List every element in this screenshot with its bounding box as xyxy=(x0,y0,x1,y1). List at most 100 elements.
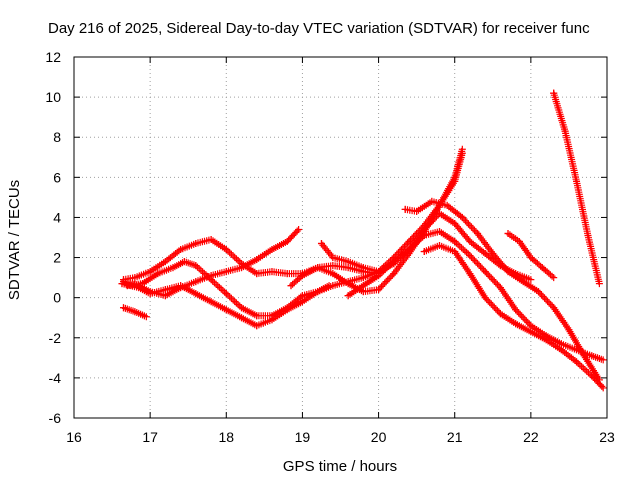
data-point xyxy=(413,207,421,215)
series-track-3 xyxy=(119,225,303,300)
data-point xyxy=(435,242,443,250)
x-axis-label: GPS time / hours xyxy=(283,458,397,475)
data-point xyxy=(177,246,185,254)
data-point xyxy=(207,276,215,284)
data-point xyxy=(123,282,131,290)
data-point xyxy=(588,372,596,380)
data-point xyxy=(534,288,542,296)
data-point xyxy=(599,384,607,392)
data-point xyxy=(420,248,428,256)
data-point xyxy=(435,209,443,217)
data-point xyxy=(131,274,139,282)
data-point xyxy=(314,288,322,296)
data-point xyxy=(344,264,352,272)
data-point xyxy=(268,268,276,276)
data-point xyxy=(192,290,200,298)
data-point xyxy=(420,225,428,233)
data-point xyxy=(131,308,139,316)
data-point xyxy=(344,292,352,300)
data-point xyxy=(329,262,337,270)
data-point xyxy=(359,274,367,282)
data-point xyxy=(154,270,162,278)
data-point xyxy=(253,270,261,278)
y-tick-label: 4 xyxy=(53,209,61,225)
data-point xyxy=(390,258,398,266)
data-point xyxy=(538,264,546,272)
data-point xyxy=(584,231,592,239)
y-tick-label: -2 xyxy=(49,330,62,346)
data-point xyxy=(283,304,291,312)
data-point xyxy=(359,282,367,290)
data-point xyxy=(588,352,596,360)
plot-frame xyxy=(73,56,608,419)
data-point xyxy=(222,268,230,276)
data-point xyxy=(443,201,451,209)
data-point xyxy=(390,270,398,278)
x-tick-label: 21 xyxy=(447,429,463,445)
x-tick-label: 23 xyxy=(599,429,615,445)
marker-trail xyxy=(420,242,606,390)
data-point xyxy=(180,258,188,266)
data-point xyxy=(550,89,558,97)
data-point xyxy=(298,298,306,306)
data-point xyxy=(207,236,215,244)
data-point xyxy=(527,328,535,336)
data-point xyxy=(466,270,474,278)
data-point xyxy=(169,264,177,272)
data-point xyxy=(561,127,569,135)
data-point xyxy=(474,229,482,237)
data-point xyxy=(253,256,261,264)
data-point xyxy=(401,205,409,213)
data-point xyxy=(512,306,520,314)
data-point xyxy=(405,246,413,254)
data-point xyxy=(451,238,459,246)
series-track-5 xyxy=(119,304,150,321)
data-point xyxy=(481,250,489,258)
data-point xyxy=(298,292,306,300)
data-point xyxy=(329,254,337,262)
marker-trail xyxy=(120,227,301,300)
data-point xyxy=(329,282,337,290)
data-point xyxy=(375,286,383,294)
data-point xyxy=(161,286,169,294)
series-track-11 xyxy=(504,229,558,282)
data-point xyxy=(435,227,443,235)
x-tick-label: 16 xyxy=(66,429,82,445)
data-point xyxy=(177,284,185,292)
data-point xyxy=(222,290,230,298)
data-point xyxy=(515,238,523,246)
data-point xyxy=(458,213,466,221)
y-tick-label: 6 xyxy=(53,169,61,185)
data-point xyxy=(344,280,352,288)
data-point xyxy=(139,280,147,288)
data-point xyxy=(192,278,200,286)
data-point xyxy=(466,238,474,246)
data-point xyxy=(253,322,261,330)
data-point xyxy=(512,320,520,328)
y-axis-label: SDTVAR / TECUs xyxy=(6,180,23,300)
data-point xyxy=(268,312,276,320)
data-point xyxy=(451,173,459,181)
x-tick-label: 19 xyxy=(295,429,311,445)
data-point xyxy=(428,197,436,205)
data-point xyxy=(146,288,154,296)
data-point xyxy=(314,264,322,272)
data-point xyxy=(287,282,295,290)
data-point xyxy=(295,225,303,233)
y-tick-label: 0 xyxy=(53,290,61,306)
y-tick-label: 10 xyxy=(45,89,61,105)
data-point xyxy=(283,238,291,246)
data-point xyxy=(359,288,367,296)
data-point xyxy=(375,272,383,280)
data-point xyxy=(238,264,246,272)
data-point xyxy=(527,276,535,284)
data-point xyxy=(573,358,581,366)
data-point xyxy=(298,272,306,280)
series-group xyxy=(118,89,607,392)
marker-trail xyxy=(550,89,603,285)
data-point xyxy=(119,304,127,312)
data-point xyxy=(192,262,200,270)
series-track-6 xyxy=(287,145,466,296)
data-point xyxy=(504,268,512,276)
